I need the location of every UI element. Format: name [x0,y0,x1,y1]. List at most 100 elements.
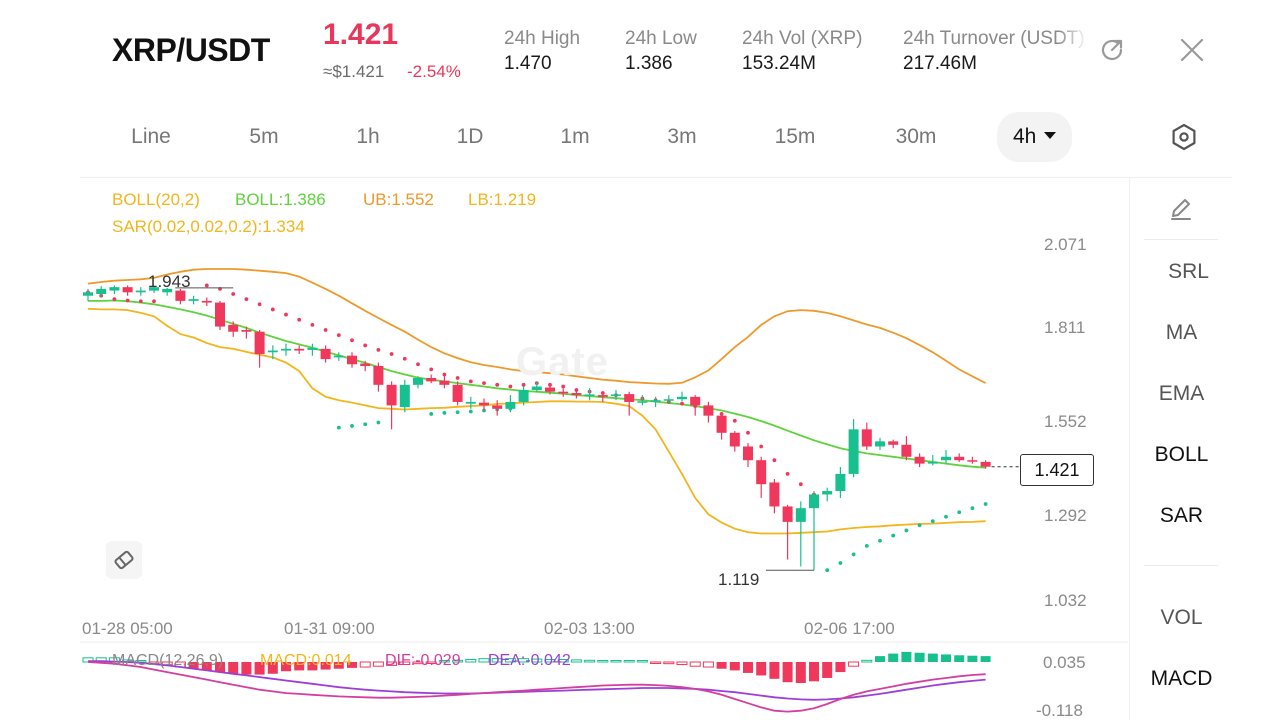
candle-body [809,494,819,509]
x-axis-label: 02-03 13:00 [544,619,635,638]
close-icon[interactable] [1177,35,1207,65]
macd-histogram-bar [386,661,398,666]
sar-dot [204,283,209,288]
sar-dot [970,506,975,511]
macd-histogram-bar [201,662,212,671]
pencil-icon[interactable] [1168,196,1194,222]
candle-body [162,288,173,293]
macd-histogram-bar [544,658,556,663]
macd-histogram-bar [927,653,938,662]
tab-1m[interactable]: 1m [560,125,590,148]
sar-dot [455,376,460,380]
candle-body [663,399,674,401]
tab-1d[interactable]: 1D [456,125,484,148]
sar-dot [838,561,843,565]
macd-histogram-bar [491,658,503,663]
tab-3m[interactable]: 3m [667,125,697,148]
sar-dot [336,425,341,430]
sar-dot [442,411,447,415]
boll-lower-line [87,307,986,535]
macd-histogram-bar [848,661,860,667]
stat-value: 217.46M [903,53,977,74]
draw-tool-button[interactable] [106,541,142,579]
macd-histogram-bar [228,662,239,674]
indicator-ma[interactable]: MA [1165,321,1198,344]
sar-dot [363,422,368,427]
tab-15m[interactable]: 15m [774,125,816,148]
legend-lb: LB:1.219 [468,190,537,209]
macd-histogram-bar [438,660,450,663]
macd-histogram-bar [676,661,688,666]
macd-histogram-bar [650,661,662,664]
macd-histogram-bar [729,662,740,671]
separator [1144,239,1218,240]
low-marker-label: 1.119 [718,570,760,589]
refresh-icon[interactable] [1097,35,1127,65]
price-change: -2.54% [407,62,461,81]
tab-4h-dropdown[interactable]: 4h [997,112,1073,162]
indicator-sar[interactable]: SAR [1159,504,1204,527]
stat-value: 1.470 [504,53,552,74]
hexagon-settings-icon[interactable] [1169,122,1199,152]
candle-body [782,506,793,522]
last-price: 1.421 [323,18,399,51]
candle-body [835,473,846,492]
candle-body [505,401,516,409]
tab-line[interactable]: Line [131,125,171,148]
macd-histogram-bar [756,662,767,676]
tab-5m[interactable]: 5m [249,125,279,148]
candle-body [281,348,291,351]
macd-histogram-bar [412,661,424,665]
chart-area[interactable] [80,178,1128,720]
candle-body [149,287,159,291]
candle-body [967,460,978,462]
candle-body [122,287,133,293]
y-axis-label: 1.811 [1044,318,1086,337]
tab-1h[interactable]: 1h [356,125,380,148]
candle-body [439,380,450,385]
candle-body [254,331,265,354]
candle-body [848,429,859,474]
candle-body [650,400,661,402]
indicator-macd[interactable]: MACD [1150,667,1213,690]
stat-label: 24h Vol (XRP) [742,28,863,49]
sar-dot [746,430,750,435]
x-axis-label: 01-31 09:00 [284,619,375,638]
candle-body [597,395,608,397]
sar-dot [389,352,394,356]
macd-histogram-bar [795,662,806,683]
candle-body [347,355,357,365]
candlestick-chart[interactable] [80,178,1128,720]
indicator-vol[interactable]: VOL [1160,606,1203,629]
sar-dot [468,379,473,384]
candle-body [399,384,410,408]
sar-dot [930,519,935,524]
sar-dot [442,372,447,377]
macd-histogram-bar [597,660,609,663]
sar-dot [231,292,236,296]
dif-line [87,661,986,713]
indicator-ema[interactable]: EMA [1158,382,1205,405]
pair-title[interactable]: XRP/USDT [112,32,270,68]
macd-histogram-bar [809,662,819,682]
tab-30m[interactable]: 30m [895,125,937,148]
sar-dot [257,302,262,307]
sar-dot [864,543,869,548]
indicator-boll[interactable]: BOLL [1154,443,1209,466]
candle-body [333,355,344,358]
macd-histogram-bar [835,662,846,673]
macd-histogram-bar [782,662,793,683]
candle-body [795,508,806,522]
sar-dot [376,347,381,352]
indicator-srl[interactable]: SRL [1168,260,1209,283]
sar-dot [270,307,275,312]
candle-body [320,348,331,360]
candle-body [901,444,912,457]
macd-histogram-bar [623,660,635,663]
candle-body [492,405,503,409]
sar-dot [363,343,368,348]
macd-histogram-bar [702,661,714,668]
macd-histogram-bar [359,661,371,668]
macd-histogram-bar [901,651,912,662]
usd-price: ≈$1.421 [323,62,385,81]
